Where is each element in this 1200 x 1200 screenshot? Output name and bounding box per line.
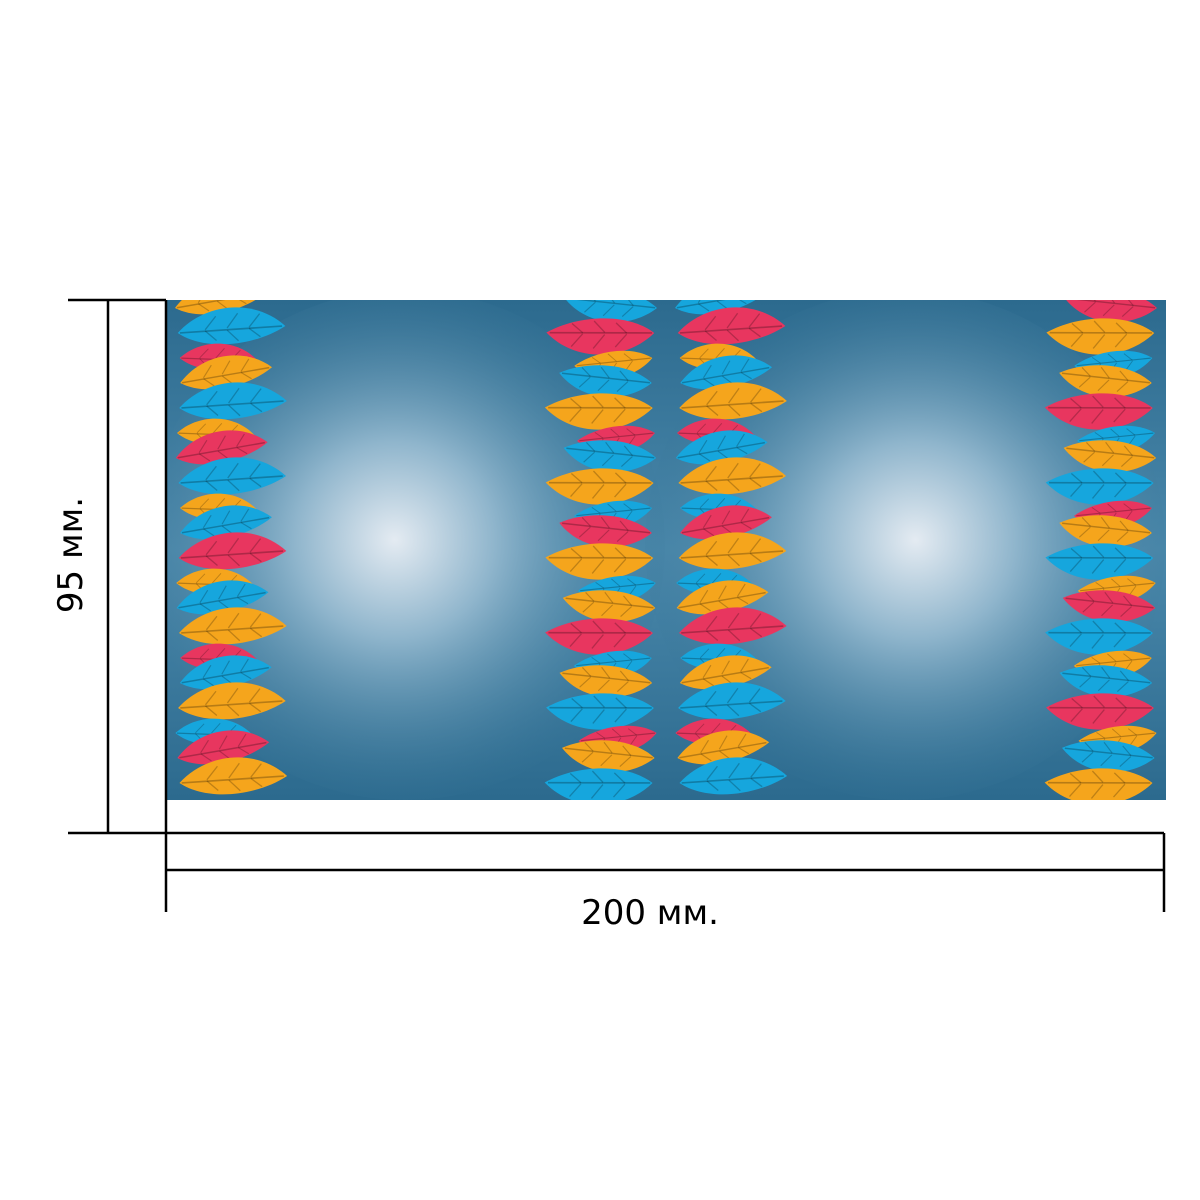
feather-icon (1175, 725, 1200, 769)
feather-icon (1180, 641, 1200, 673)
feather-icon (1176, 566, 1200, 598)
feather-icon (1177, 681, 1200, 721)
light-glow-left (166, 300, 665, 800)
feather-icon (44, 616, 153, 656)
print-area (44, 275, 1200, 806)
feather-icon (1177, 500, 1200, 544)
height-label: 95 мм. (51, 497, 91, 613)
feather-icon (57, 359, 154, 403)
feather-icon (61, 434, 158, 478)
feather-icon (57, 659, 154, 703)
feather-icon (1177, 650, 1200, 694)
dimension-lines (68, 298, 1166, 912)
feather-icon (1178, 606, 1200, 646)
feather-icon (44, 766, 153, 806)
feather-icon (45, 691, 154, 731)
light-glow-right (645, 300, 1165, 800)
feather-icon (1173, 425, 1200, 469)
feather-icon (76, 424, 156, 456)
feather-icon (73, 649, 153, 681)
feather-icon (1176, 416, 1200, 448)
feather-icon (73, 349, 153, 381)
feather-icon (1174, 575, 1200, 619)
width-label: 200 мм. (581, 893, 719, 933)
feather-icon (1177, 350, 1200, 394)
feather-icon (62, 284, 159, 328)
feather-icon (46, 316, 155, 356)
feather-icon (1172, 275, 1200, 319)
feather-icon (1178, 531, 1200, 571)
feather-icon (1177, 306, 1200, 346)
feather-icon (44, 391, 153, 431)
feather-icon (1179, 491, 1200, 523)
feather-icon (1175, 716, 1200, 748)
feather-icon (1179, 341, 1200, 373)
feather-icon (78, 724, 158, 756)
feather-icon (1178, 381, 1200, 421)
feather-icon (1179, 756, 1200, 796)
feather-icon (1178, 456, 1200, 496)
